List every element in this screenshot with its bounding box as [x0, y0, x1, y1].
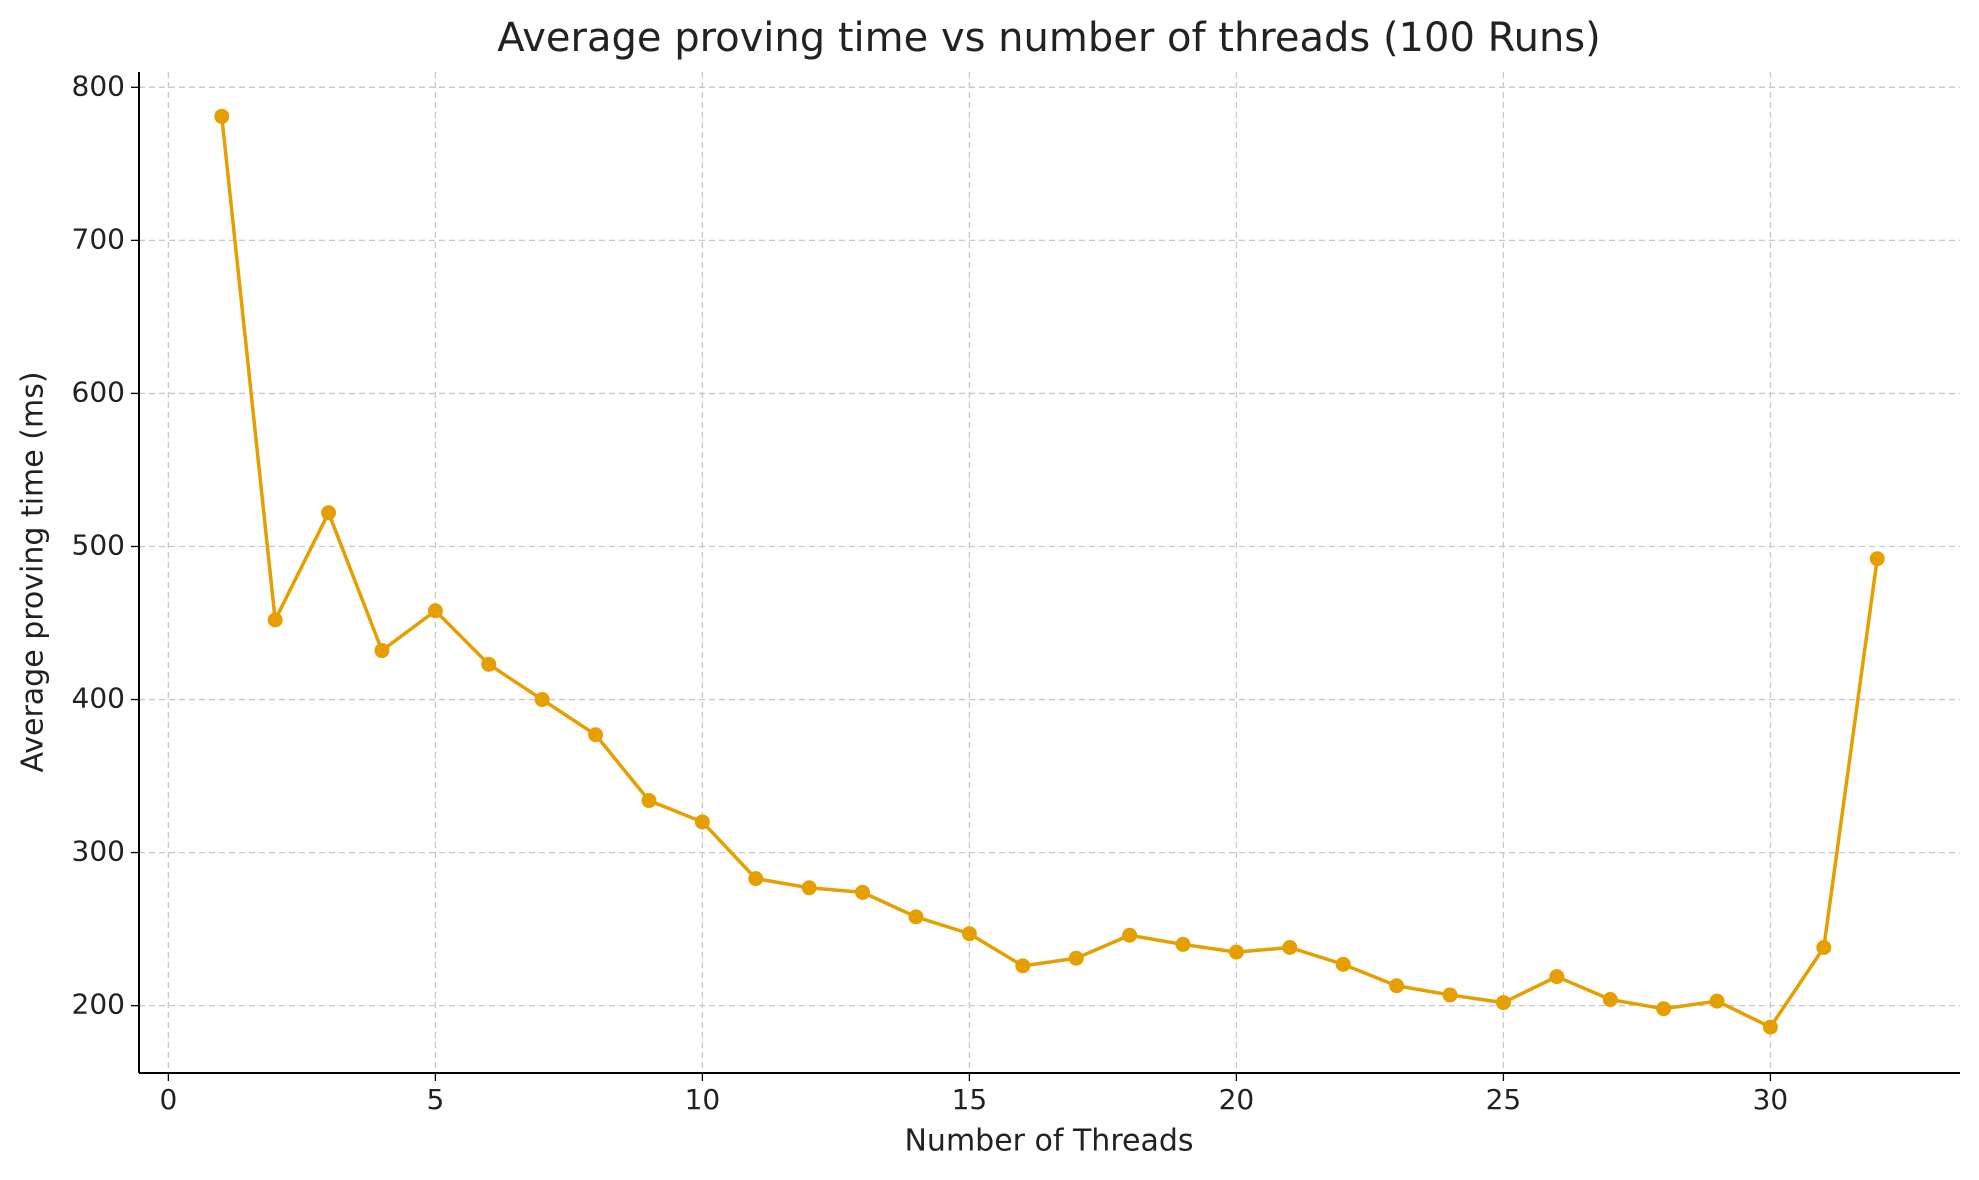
point [908, 909, 924, 925]
x-axis-label: Number of Threads [904, 1124, 1193, 1159]
point [641, 793, 657, 809]
y-axis-label: Average proving time (ms) [16, 371, 51, 772]
y-tick-label: 400 [72, 682, 125, 715]
point [1442, 987, 1458, 1003]
y-tick-label: 600 [72, 375, 125, 408]
point [588, 727, 604, 743]
point [1656, 1001, 1672, 1017]
x-tick-label: 5 [426, 1083, 444, 1116]
point [1389, 978, 1405, 994]
x-tick-label: 30 [1753, 1083, 1789, 1116]
point [481, 656, 497, 672]
point [534, 692, 550, 708]
point [214, 108, 230, 124]
y-tick-label: 700 [72, 222, 125, 255]
point [1495, 995, 1511, 1011]
point [1602, 992, 1618, 1008]
point [694, 814, 710, 830]
y-tick-label: 300 [72, 835, 125, 868]
line [220, 116, 1879, 1029]
point [1068, 950, 1084, 966]
y-tick-label: 500 [72, 528, 125, 561]
point [961, 926, 977, 942]
x-tick-label: 15 [952, 1083, 988, 1116]
x-tick-label: 0 [159, 1083, 177, 1116]
point [1122, 927, 1138, 943]
point [748, 871, 764, 887]
point [1869, 551, 1885, 567]
y-tick-label: 200 [72, 988, 125, 1021]
point [374, 643, 390, 659]
point [427, 603, 443, 619]
chart-title: Average proving time vs number of thread… [497, 15, 1601, 61]
x-tick-label: 20 [1219, 1083, 1255, 1116]
point [1282, 939, 1298, 955]
point [1709, 993, 1725, 1009]
point [1175, 936, 1191, 952]
point [267, 612, 283, 628]
point [321, 505, 337, 521]
point [1228, 944, 1244, 960]
point [1816, 939, 1832, 955]
point [1335, 956, 1351, 972]
x-tick-label: 10 [685, 1083, 721, 1116]
y-tick-label: 800 [72, 69, 125, 102]
point [1762, 1019, 1778, 1035]
point [855, 884, 871, 900]
point [801, 880, 817, 896]
point [1015, 958, 1031, 974]
point [1549, 969, 1565, 985]
x-tick-label: 25 [1486, 1083, 1522, 1116]
